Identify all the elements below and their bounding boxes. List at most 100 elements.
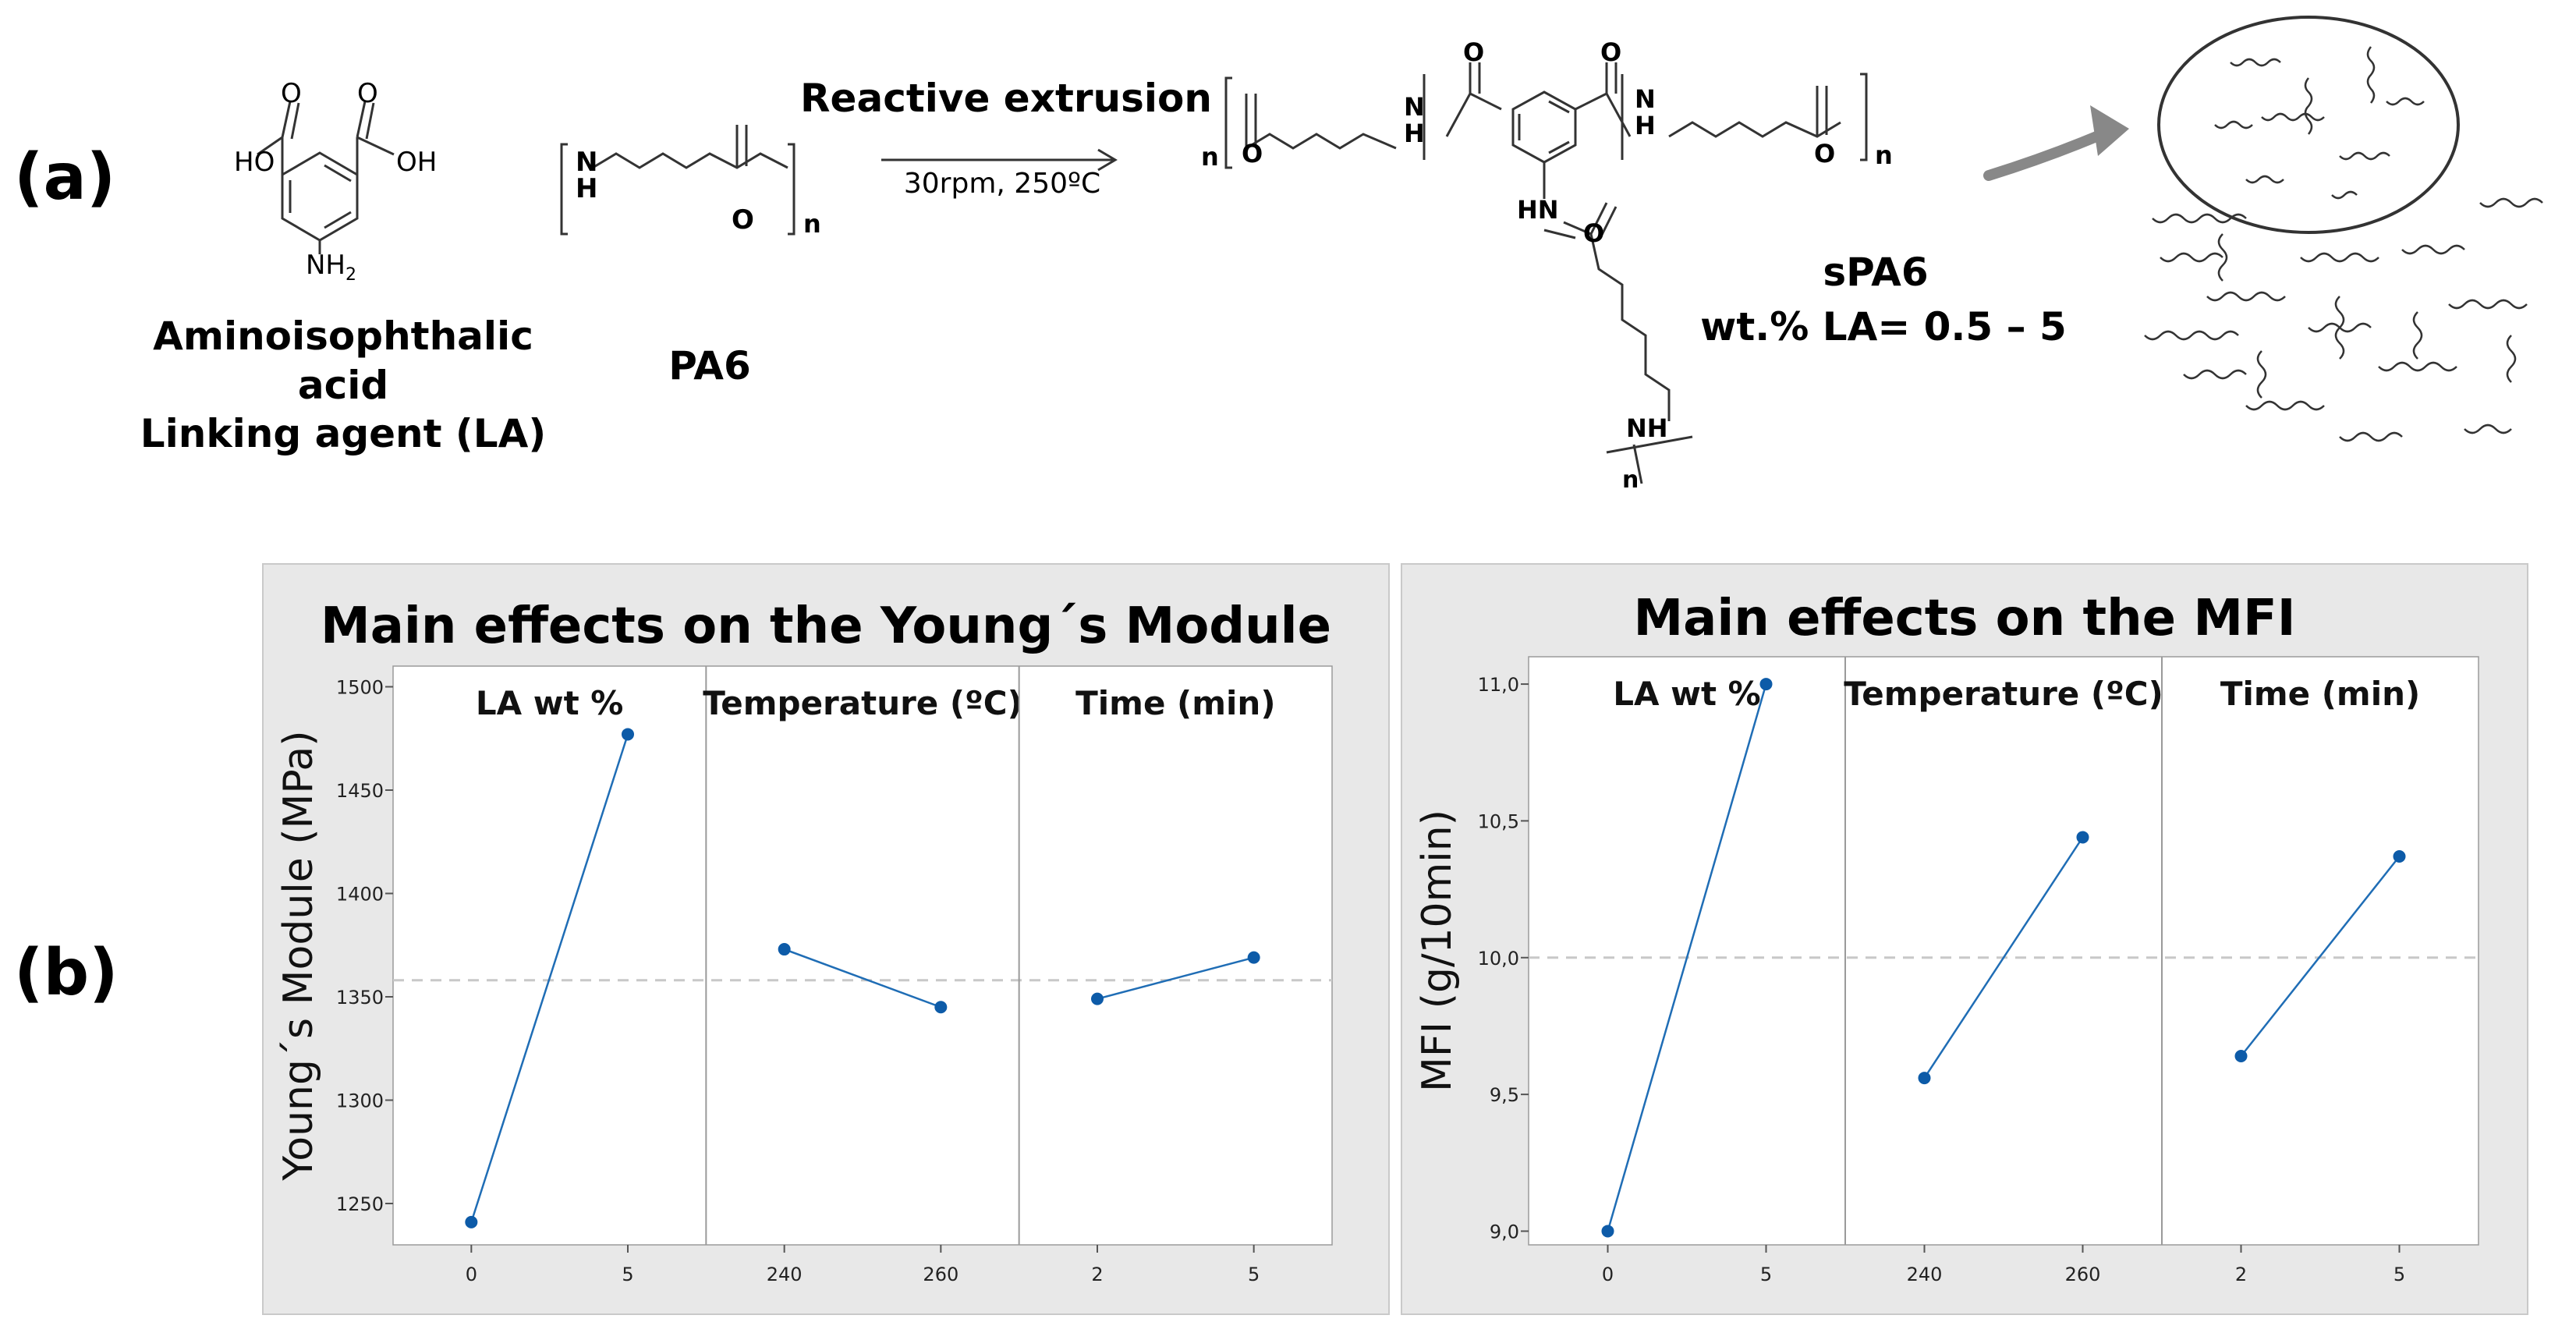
x-tick-label: 5 (1248, 1264, 1260, 1285)
pa6-name: PA6 (668, 343, 751, 388)
pa6-structure (560, 125, 795, 236)
series-line (1923, 836, 2084, 1079)
plot-area (392, 665, 1333, 1246)
mfi-chart: Main effects on the MFI 9,0 9,5 10,0 10,5 11… (1401, 563, 2528, 1315)
spa6-nh-left-n: N (1404, 92, 1425, 122)
y-tick-label: 11,0 (1478, 674, 1519, 696)
la-name: Aminoisophthalic acid Linking agent (LA) (109, 312, 577, 459)
data-point (1601, 1225, 1614, 1238)
data-point (465, 1215, 478, 1228)
panel-header: Temperature (ºC) (703, 684, 1022, 722)
x-tick-label: 5 (1760, 1264, 1772, 1285)
arrow-conditions: 30rpm, 250ºC (903, 168, 1101, 200)
spa6-o-top-right: O (1600, 37, 1622, 67)
spa6-o-top-left: O (1463, 37, 1485, 67)
spa6-n-right: n (1875, 140, 1893, 170)
x-tick-label: 5 (2394, 1264, 2405, 1285)
spa6-structure (1224, 62, 1868, 484)
panel-header: Time (min) (1075, 684, 1275, 722)
x-tick-label: 0 (466, 1264, 477, 1285)
reaction-scheme (257, 16, 2543, 484)
y-tick-label: 1350 (336, 987, 384, 1009)
atom-nh2-sub: 2 (345, 264, 356, 285)
atom-nh2: NH2 (306, 250, 356, 285)
series-line (784, 948, 941, 1009)
data-point (1091, 992, 1104, 1005)
panel-header: Time (min) (2220, 675, 2420, 713)
topology-arrow (1983, 127, 2111, 181)
data-point (2234, 1050, 2248, 1063)
x-tick-label: 260 (923, 1264, 958, 1285)
panel-b-label: (b) (14, 936, 119, 1010)
arrow-title: Reactive extrusion (800, 76, 1212, 121)
data-point (1247, 951, 1260, 964)
spa6-nh-left-h: H (1404, 119, 1425, 148)
pa6-n-subscript: n (803, 209, 821, 239)
y-tick-label: 1250 (336, 1193, 384, 1215)
data-point (778, 943, 791, 956)
x-tick-label: 240 (1907, 1264, 1943, 1285)
x-tick-label: 2 (2235, 1264, 2247, 1285)
pa6-atom-n: N (576, 147, 598, 178)
pa6-atom-o: O (732, 204, 754, 236)
spa6-hn: HN (1517, 195, 1559, 225)
spa6-n-bottom: n (1622, 466, 1639, 494)
x-tick-label: 240 (767, 1264, 803, 1285)
x-tick-label: 260 (2065, 1264, 2101, 1285)
youngs-module-chart: Main effects on the Young´s Module 1250 1… (262, 563, 1390, 1315)
spa6-o-side: O (1583, 218, 1605, 248)
spa6-nh-right-h: H (1635, 111, 1656, 140)
data-point (2393, 850, 2406, 863)
data-point (2076, 831, 2089, 844)
series-line (470, 734, 629, 1223)
panel-header: LA wt % (476, 684, 623, 722)
mfi-chart-plot: 9,0 9,5 10,0 10,5 11,0 MFI (g/10min) LA wt % 0 5… (1414, 656, 2479, 1285)
data-point (934, 1001, 948, 1014)
panel-a-label: (a) (14, 140, 116, 214)
topology-arrow-head (2090, 105, 2129, 156)
y-tick-label: 1450 (336, 780, 384, 802)
atom-o-right: O (357, 78, 378, 109)
plot-area (1528, 656, 2479, 1246)
spa6-nh-right-n: N (1635, 84, 1656, 114)
series-line (1607, 683, 1767, 1232)
product-name: sPA6 (1823, 250, 1929, 295)
x-tick-label: 2 (1091, 1264, 1103, 1285)
reaction-arrow (881, 148, 1118, 172)
product-la-range: wt.% LA= 0.5 – 5 (1700, 304, 2067, 349)
panel-header: Temperature (ºC) (1844, 675, 2163, 713)
y-tick-label: 10,0 (1478, 948, 1519, 970)
y-tick-label: 9,5 (1490, 1084, 1519, 1106)
la-name-line1: Aminoisophthalic acid (153, 314, 533, 408)
data-point (1759, 678, 1773, 691)
series-line (2240, 856, 2401, 1057)
y-tick-label: 10,5 (1478, 810, 1519, 832)
y-tick-label: 9,0 (1490, 1221, 1519, 1243)
spa6-o-right: O (1814, 139, 1836, 168)
y-axis-label: Young´s Module (MPa) (275, 730, 322, 1181)
youngs-chart-title: Main effects on the Young´s Module (321, 597, 1331, 655)
la-ring (257, 101, 395, 254)
x-tick-label: 5 (622, 1264, 633, 1285)
y-tick-label: 1500 (336, 677, 384, 699)
mfi-chart-title: Main effects on the MFI (1633, 590, 2296, 647)
data-point (1918, 1072, 1931, 1085)
star-polymer-topology (2144, 16, 2543, 442)
y-axis-label: MFI (g/10min) (1414, 810, 1461, 1092)
panel-header: LA wt % (1613, 675, 1760, 713)
atom-oh: OH (396, 147, 438, 178)
y-tick-label: 1300 (336, 1090, 384, 1112)
atom-ho: HO (234, 147, 275, 178)
y-tick-label: 1400 (336, 884, 384, 906)
la-name-line2: Linking agent (LA) (140, 411, 547, 456)
pa6-atom-h: H (576, 173, 598, 204)
atom-nh2-main: NH (306, 250, 345, 281)
x-tick-label: 0 (1602, 1264, 1614, 1285)
spa6-nh-bottom: NH (1626, 413, 1668, 443)
spa6-o-left: O (1242, 139, 1263, 168)
spa6-n-left: n (1201, 142, 1219, 172)
series-line (1097, 956, 1254, 1000)
youngs-chart-plot: 1250 1300 1350 1400 1450 1500 Young´s Module (… (275, 665, 1333, 1285)
